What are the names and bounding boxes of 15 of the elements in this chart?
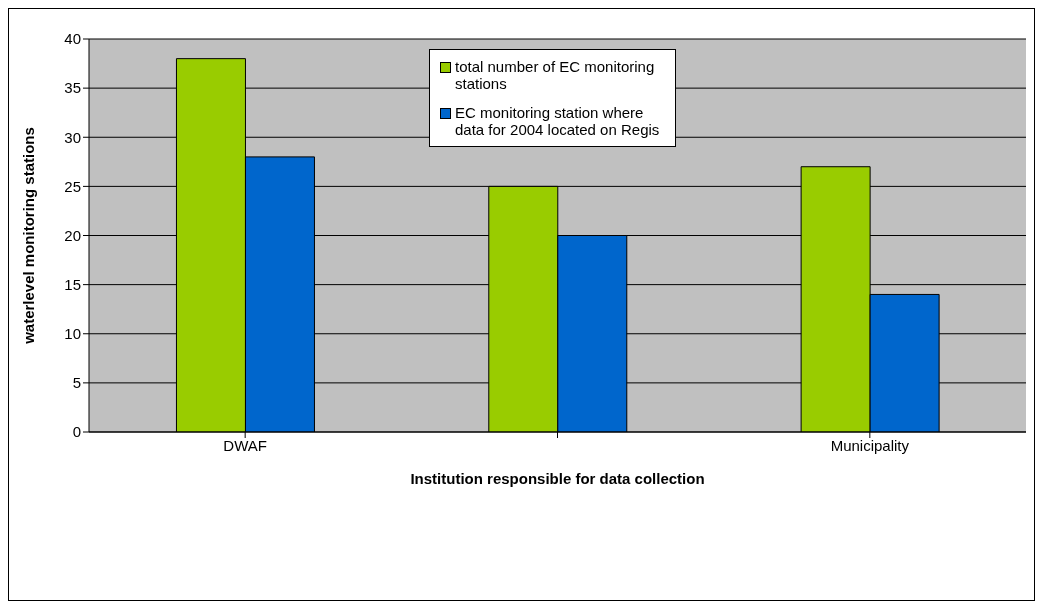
y-tick-label: 35 [64, 79, 81, 97]
legend-label: EC monitoring station where data for 2004 located on Regis [455, 104, 661, 138]
y-tick-label: 25 [64, 177, 81, 195]
x-axis-title: Institution responsible for data collection [410, 470, 705, 487]
x-tick-label: Municipality [830, 436, 910, 454]
y-tick-label: 20 [64, 226, 81, 244]
y-axis-title: waterlevel monitoring stations [20, 127, 38, 345]
x-tick-label: DWAF [223, 436, 267, 454]
y-tick-label: 40 [64, 30, 81, 48]
legend-label: total number of EC monitoring stations [455, 58, 656, 92]
y-tick-label: 0 [72, 423, 81, 441]
y-tick-label: 10 [64, 325, 81, 343]
y-tick-label: 5 [72, 374, 81, 392]
y-tick-label: 30 [64, 128, 81, 146]
y-tick-label: 15 [64, 275, 81, 293]
